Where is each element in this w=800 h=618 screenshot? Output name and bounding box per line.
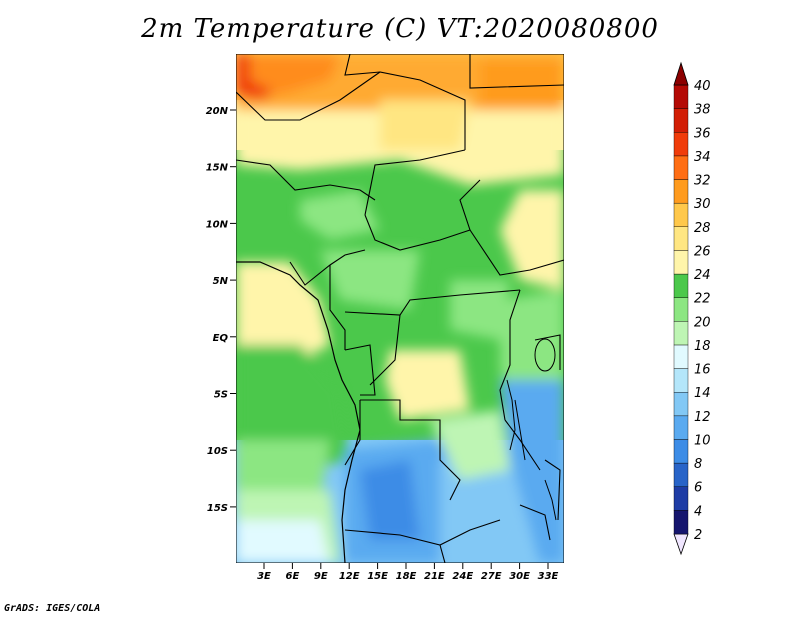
colorbar-swatch bbox=[673, 439, 689, 464]
colorbar-swatch bbox=[673, 132, 689, 157]
colorbar-label: 34 bbox=[694, 150, 711, 165]
colorbar-label: 4 bbox=[694, 504, 702, 519]
lat-tick-label: 5S bbox=[214, 390, 228, 401]
colorbar-swatch bbox=[673, 273, 689, 298]
colorbar-label: 40 bbox=[694, 79, 711, 94]
colorbar-swatch bbox=[673, 250, 689, 275]
lon-tick-label: 21E bbox=[424, 571, 445, 582]
colorbar-label: 6 bbox=[694, 481, 702, 496]
colorbar-label: 32 bbox=[694, 174, 711, 189]
colorbar-upper-arrow bbox=[673, 61, 689, 86]
lon-tick-label: 27E bbox=[481, 571, 502, 582]
colorbar-label: 24 bbox=[694, 268, 711, 283]
lat-tick-label: 20N bbox=[206, 106, 229, 117]
lon-tick-label: 30E bbox=[509, 571, 530, 582]
colorbar-label: 10 bbox=[694, 433, 711, 448]
latitude-axis: 20N 15N 10N 5N EQ 5S 10S 15S bbox=[206, 106, 236, 514]
lon-tick-label: 3E bbox=[257, 571, 271, 582]
colorbar-label: 16 bbox=[694, 363, 711, 378]
lat-tick-label: 15N bbox=[206, 163, 229, 174]
lon-tick-label: 15E bbox=[367, 571, 388, 582]
colorbar-swatch bbox=[673, 510, 689, 535]
colorbar-swatch bbox=[673, 392, 689, 417]
colorbar-label: 12 bbox=[694, 410, 711, 425]
colorbar-swatch bbox=[673, 462, 689, 487]
lon-tick-label: 9E bbox=[314, 571, 328, 582]
colorbar-swatch bbox=[673, 155, 689, 180]
colorbar-lower-arrow bbox=[673, 533, 689, 556]
map-area bbox=[236, 54, 564, 563]
colorbar-label: 8 bbox=[694, 457, 702, 472]
colorbar-swatch bbox=[673, 321, 689, 346]
lon-tick-label: 12E bbox=[339, 571, 360, 582]
temperature-regions bbox=[236, 54, 564, 563]
lon-tick-label: 18E bbox=[396, 571, 417, 582]
country-borders bbox=[236, 54, 564, 563]
colorbar-label: 22 bbox=[694, 292, 711, 307]
colorbar-label: 38 bbox=[694, 103, 711, 118]
colorbar-label: 30 bbox=[694, 197, 711, 212]
colorbar-label: 20 bbox=[694, 315, 711, 330]
map-title: 2m Temperature (C) VT:2020080800 bbox=[141, 14, 659, 44]
grads-credit: GrADS: IGES/COLA bbox=[4, 603, 101, 614]
colorbar-label: 36 bbox=[694, 126, 711, 141]
lat-tick-label: 10N bbox=[206, 219, 229, 230]
colorbar-swatch bbox=[673, 415, 689, 440]
colorbar-swatch bbox=[673, 84, 689, 109]
colorbar-swatch bbox=[673, 179, 689, 204]
colorbar-label: 18 bbox=[694, 339, 711, 354]
colorbar-label: 26 bbox=[694, 244, 711, 259]
longitude-axis: 3E 6E 9E 12E 15E 18E 21E 24E 27E 30E 33E bbox=[257, 563, 559, 582]
lon-tick-label: 33E bbox=[538, 571, 559, 582]
colorbar-swatch bbox=[673, 226, 689, 251]
coastline bbox=[236, 261, 361, 563]
lon-tick-label: 24E bbox=[452, 571, 473, 582]
colorbar-swatch bbox=[673, 486, 689, 511]
colorbar-swatch bbox=[673, 368, 689, 393]
colorbar-swatch bbox=[673, 344, 689, 369]
colorbar-label: 14 bbox=[694, 386, 711, 401]
lakes bbox=[506, 338, 557, 521]
colorbar-label: 28 bbox=[694, 221, 711, 236]
colorbar-swatch bbox=[673, 297, 689, 322]
colorbar-label: 2 bbox=[694, 528, 702, 543]
lat-tick-label: EQ bbox=[213, 333, 229, 344]
colorbar-swatch bbox=[673, 202, 689, 227]
lat-tick-label: 10S bbox=[207, 446, 228, 457]
lat-tick-label: 15S bbox=[207, 503, 228, 514]
lat-tick-label: 5N bbox=[213, 276, 229, 287]
lon-tick-label: 6E bbox=[286, 571, 300, 582]
colorbar-swatch bbox=[673, 108, 689, 133]
